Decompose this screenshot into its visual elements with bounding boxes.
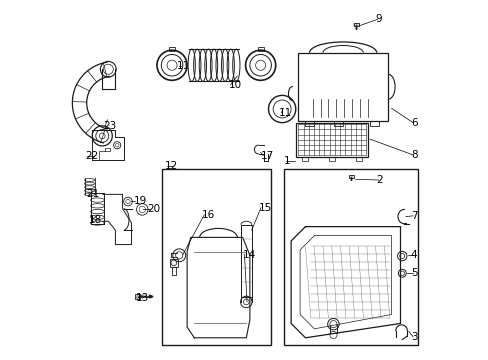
Bar (355, 157, 362, 161)
Text: 11: 11 (279, 108, 292, 118)
Bar (333, 121, 343, 126)
Text: 17: 17 (261, 150, 274, 161)
Polygon shape (149, 295, 153, 298)
Text: 2: 2 (376, 175, 382, 185)
Bar (284, 169, 418, 345)
Text: 22: 22 (85, 150, 98, 161)
Text: 12: 12 (164, 161, 178, 171)
Bar (301, 157, 308, 161)
Text: 23: 23 (102, 121, 116, 131)
Bar (296, 123, 367, 157)
Bar (328, 157, 335, 161)
Bar (169, 46, 175, 51)
Text: 19: 19 (133, 196, 146, 206)
Bar (348, 175, 353, 178)
Bar (369, 121, 378, 126)
Text: 20: 20 (147, 204, 161, 214)
Bar (298, 53, 387, 121)
Text: 13: 13 (136, 293, 149, 303)
Text: 14: 14 (242, 249, 255, 260)
Bar (305, 121, 314, 126)
Bar (353, 23, 359, 26)
Text: 4: 4 (410, 250, 417, 260)
Text: 16: 16 (202, 210, 215, 220)
Bar (135, 294, 140, 299)
Text: 7: 7 (410, 211, 417, 221)
Text: 5: 5 (410, 267, 417, 278)
Text: 8: 8 (410, 150, 417, 160)
Text: 10: 10 (228, 80, 241, 90)
Text: 1: 1 (284, 156, 290, 166)
Bar (241, 225, 251, 297)
Text: 9: 9 (375, 14, 381, 24)
Text: 18: 18 (89, 215, 102, 225)
Bar (171, 267, 176, 275)
Bar (162, 169, 271, 345)
Bar (258, 46, 264, 51)
Text: 11: 11 (176, 61, 189, 71)
Text: 21: 21 (86, 189, 100, 199)
Text: 15: 15 (258, 203, 271, 213)
Text: 6: 6 (410, 118, 417, 128)
Text: 3: 3 (410, 332, 417, 342)
Bar (169, 259, 178, 267)
